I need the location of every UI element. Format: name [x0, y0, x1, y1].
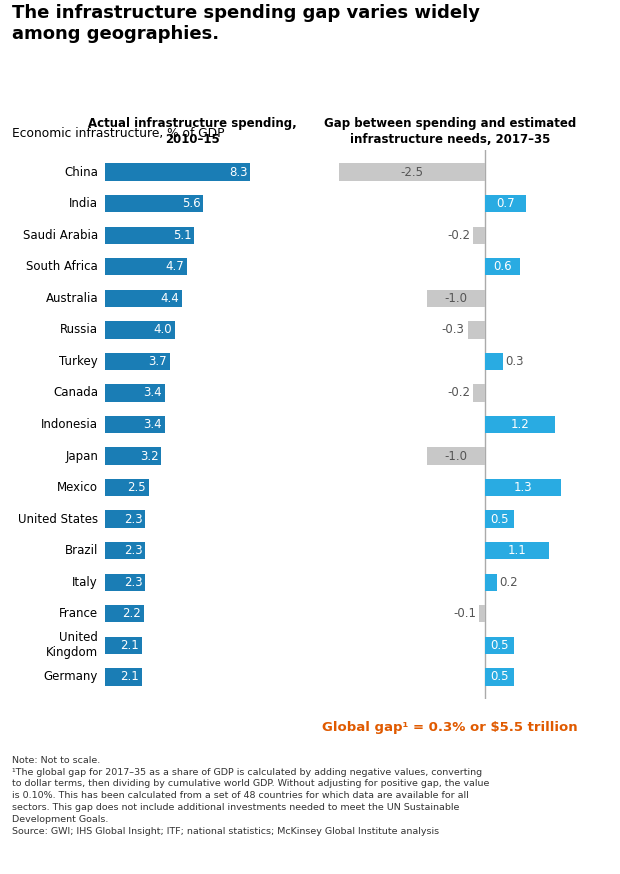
Bar — [105, 636, 142, 654]
Text: 2.3: 2.3 — [124, 545, 143, 558]
Bar — [427, 447, 485, 465]
Bar — [485, 542, 549, 559]
Text: 3.2: 3.2 — [140, 449, 158, 462]
Text: 5.1: 5.1 — [173, 229, 192, 242]
Bar — [105, 321, 175, 338]
Text: 0.3: 0.3 — [505, 355, 524, 368]
Bar — [105, 479, 149, 496]
Bar — [105, 289, 182, 307]
Bar — [105, 163, 250, 181]
Text: 5.6: 5.6 — [182, 198, 200, 210]
Bar — [485, 573, 497, 591]
Text: -1.0: -1.0 — [445, 449, 467, 462]
Bar — [105, 258, 187, 275]
Text: -0.2: -0.2 — [448, 229, 471, 242]
Text: Actual infrastructure spending,
2010–15: Actual infrastructure spending, 2010–15 — [88, 116, 297, 146]
Text: -0.2: -0.2 — [448, 386, 471, 399]
Text: 2.1: 2.1 — [120, 670, 139, 683]
Bar — [105, 416, 164, 434]
Text: 0.7: 0.7 — [496, 198, 515, 210]
Bar — [485, 258, 520, 275]
Text: 4.4: 4.4 — [161, 292, 179, 305]
Bar — [105, 195, 203, 212]
Bar — [105, 226, 194, 244]
Bar — [479, 605, 485, 622]
Text: Global gap¹ = 0.3% or $5.5 trillion: Global gap¹ = 0.3% or $5.5 trillion — [322, 721, 578, 734]
Text: 1.3: 1.3 — [513, 481, 532, 494]
Bar — [473, 385, 485, 402]
Text: 1.1: 1.1 — [508, 545, 526, 558]
Text: 8.3: 8.3 — [229, 165, 247, 178]
Text: 0.5: 0.5 — [490, 639, 509, 652]
Text: 3.4: 3.4 — [143, 418, 162, 431]
Text: -0.3: -0.3 — [441, 323, 464, 336]
Bar — [105, 447, 161, 465]
Text: Gap between spending and estimated
infrastructure needs, 2017–35: Gap between spending and estimated infra… — [324, 116, 576, 146]
Bar — [105, 542, 145, 559]
Bar — [105, 353, 170, 370]
Bar — [105, 605, 143, 622]
Text: 4.7: 4.7 — [166, 260, 185, 274]
Text: 2.2: 2.2 — [122, 607, 141, 621]
Bar — [105, 385, 164, 402]
Bar — [473, 226, 485, 244]
Text: -2.5: -2.5 — [401, 165, 423, 178]
Text: -0.1: -0.1 — [453, 607, 476, 621]
Text: 0.5: 0.5 — [490, 513, 509, 525]
Text: Note: Not to scale.
¹The global gap for 2017–35 as a share of GDP is calculated : Note: Not to scale. ¹The global gap for … — [12, 756, 490, 836]
Text: -1.0: -1.0 — [445, 292, 467, 305]
Bar — [105, 573, 145, 591]
Text: 0.5: 0.5 — [490, 670, 509, 683]
Text: 1.2: 1.2 — [511, 418, 529, 431]
Bar — [485, 636, 514, 654]
Text: 0.2: 0.2 — [500, 576, 518, 589]
Text: 3.7: 3.7 — [149, 355, 167, 368]
Bar — [485, 479, 561, 496]
Text: 2.3: 2.3 — [124, 513, 143, 525]
Bar — [105, 510, 145, 528]
Bar — [427, 289, 485, 307]
Text: 2.1: 2.1 — [120, 639, 139, 652]
Bar — [485, 195, 526, 212]
Text: 2.5: 2.5 — [128, 481, 146, 494]
Text: Economic infrastructure, % of GDP: Economic infrastructure, % of GDP — [12, 127, 225, 140]
Bar — [485, 510, 514, 528]
Bar — [485, 416, 555, 434]
Bar — [485, 669, 514, 685]
Text: 4.0: 4.0 — [154, 323, 172, 336]
Text: The infrastructure spending gap varies widely
among geographies.: The infrastructure spending gap varies w… — [12, 4, 480, 43]
Bar — [105, 669, 142, 685]
Bar — [467, 321, 485, 338]
Bar — [339, 163, 485, 181]
Text: 3.4: 3.4 — [143, 386, 162, 399]
Bar — [485, 353, 502, 370]
Text: 2.3: 2.3 — [124, 576, 143, 589]
Text: 0.6: 0.6 — [493, 260, 512, 274]
